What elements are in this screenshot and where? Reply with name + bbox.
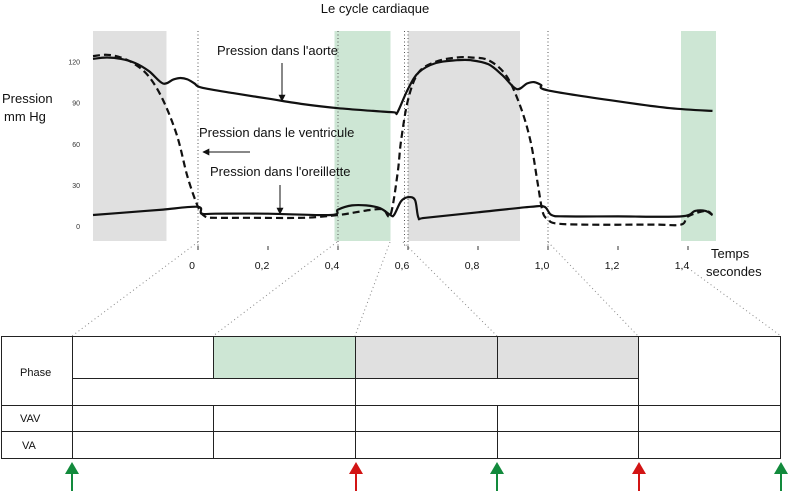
- x-tick-label: 0,4: [325, 260, 340, 272]
- green-arrow-2: [490, 462, 504, 491]
- row-label-phase: Phase: [20, 367, 51, 379]
- y-tick-label: 120: [68, 60, 80, 67]
- phase-band-1: [93, 31, 167, 241]
- aorta-label: Pression dans l'aorte: [217, 43, 338, 58]
- valve-arrows: [65, 462, 788, 491]
- y-axis-label-line2: mm Hg: [4, 109, 46, 124]
- x-tick-label: 1,0: [535, 260, 550, 272]
- green-arrow-3: [774, 462, 788, 491]
- chart-title: Le cycle cardiaque: [321, 1, 429, 16]
- atrium-label: Pression dans l'oreillette: [210, 164, 351, 179]
- row-label-vav: VAV: [20, 413, 41, 425]
- x-tick-label: 0,6: [395, 260, 410, 272]
- aorta-pressure-line: [92, 56, 713, 116]
- red-arrow-1: [349, 462, 363, 491]
- x-tick-label: 1,2: [605, 260, 620, 272]
- phase-band-4: [681, 31, 716, 241]
- red-arrow-2: [632, 462, 646, 491]
- series-lines: [92, 53, 714, 227]
- y-axis-label-line1: Pression: [2, 91, 53, 106]
- x-tick-label: 0: [189, 260, 195, 272]
- phase-table: Phase VAV VA: [1, 336, 781, 459]
- y-tick-label: 0: [76, 224, 80, 231]
- y-tick-label: 90: [72, 101, 80, 108]
- x-tick-label: 1,4: [675, 260, 690, 272]
- y-ticks: 120 90 60 30 0: [68, 60, 80, 231]
- y-tick-label: 30: [72, 183, 80, 190]
- phase-cell-green: [213, 337, 355, 378]
- x-axis-label-line1: Temps: [711, 246, 750, 261]
- y-tick-label: 60: [72, 142, 80, 149]
- atrium-pressure-line: [92, 195, 714, 221]
- green-arrow-1: [65, 462, 79, 491]
- row-label-va: VA: [22, 440, 37, 452]
- ventricle-label: Pression dans le ventricule: [199, 125, 354, 140]
- event-lines: [197, 31, 549, 248]
- x-tick-label: 0,8: [465, 260, 480, 272]
- ventricle-pressure-line: [92, 53, 714, 227]
- phase-cell-grey-1: [355, 337, 497, 378]
- x-tick-label: 0,2: [255, 260, 270, 272]
- table-connectors: [71, 241, 782, 337]
- x-axis-label-line2: secondes: [706, 264, 762, 279]
- phase-cell-grey-2: [497, 337, 639, 378]
- x-ticks: 0 0,2 0,4 0,6 0,8 1,0 1,2 1,4: [189, 246, 689, 272]
